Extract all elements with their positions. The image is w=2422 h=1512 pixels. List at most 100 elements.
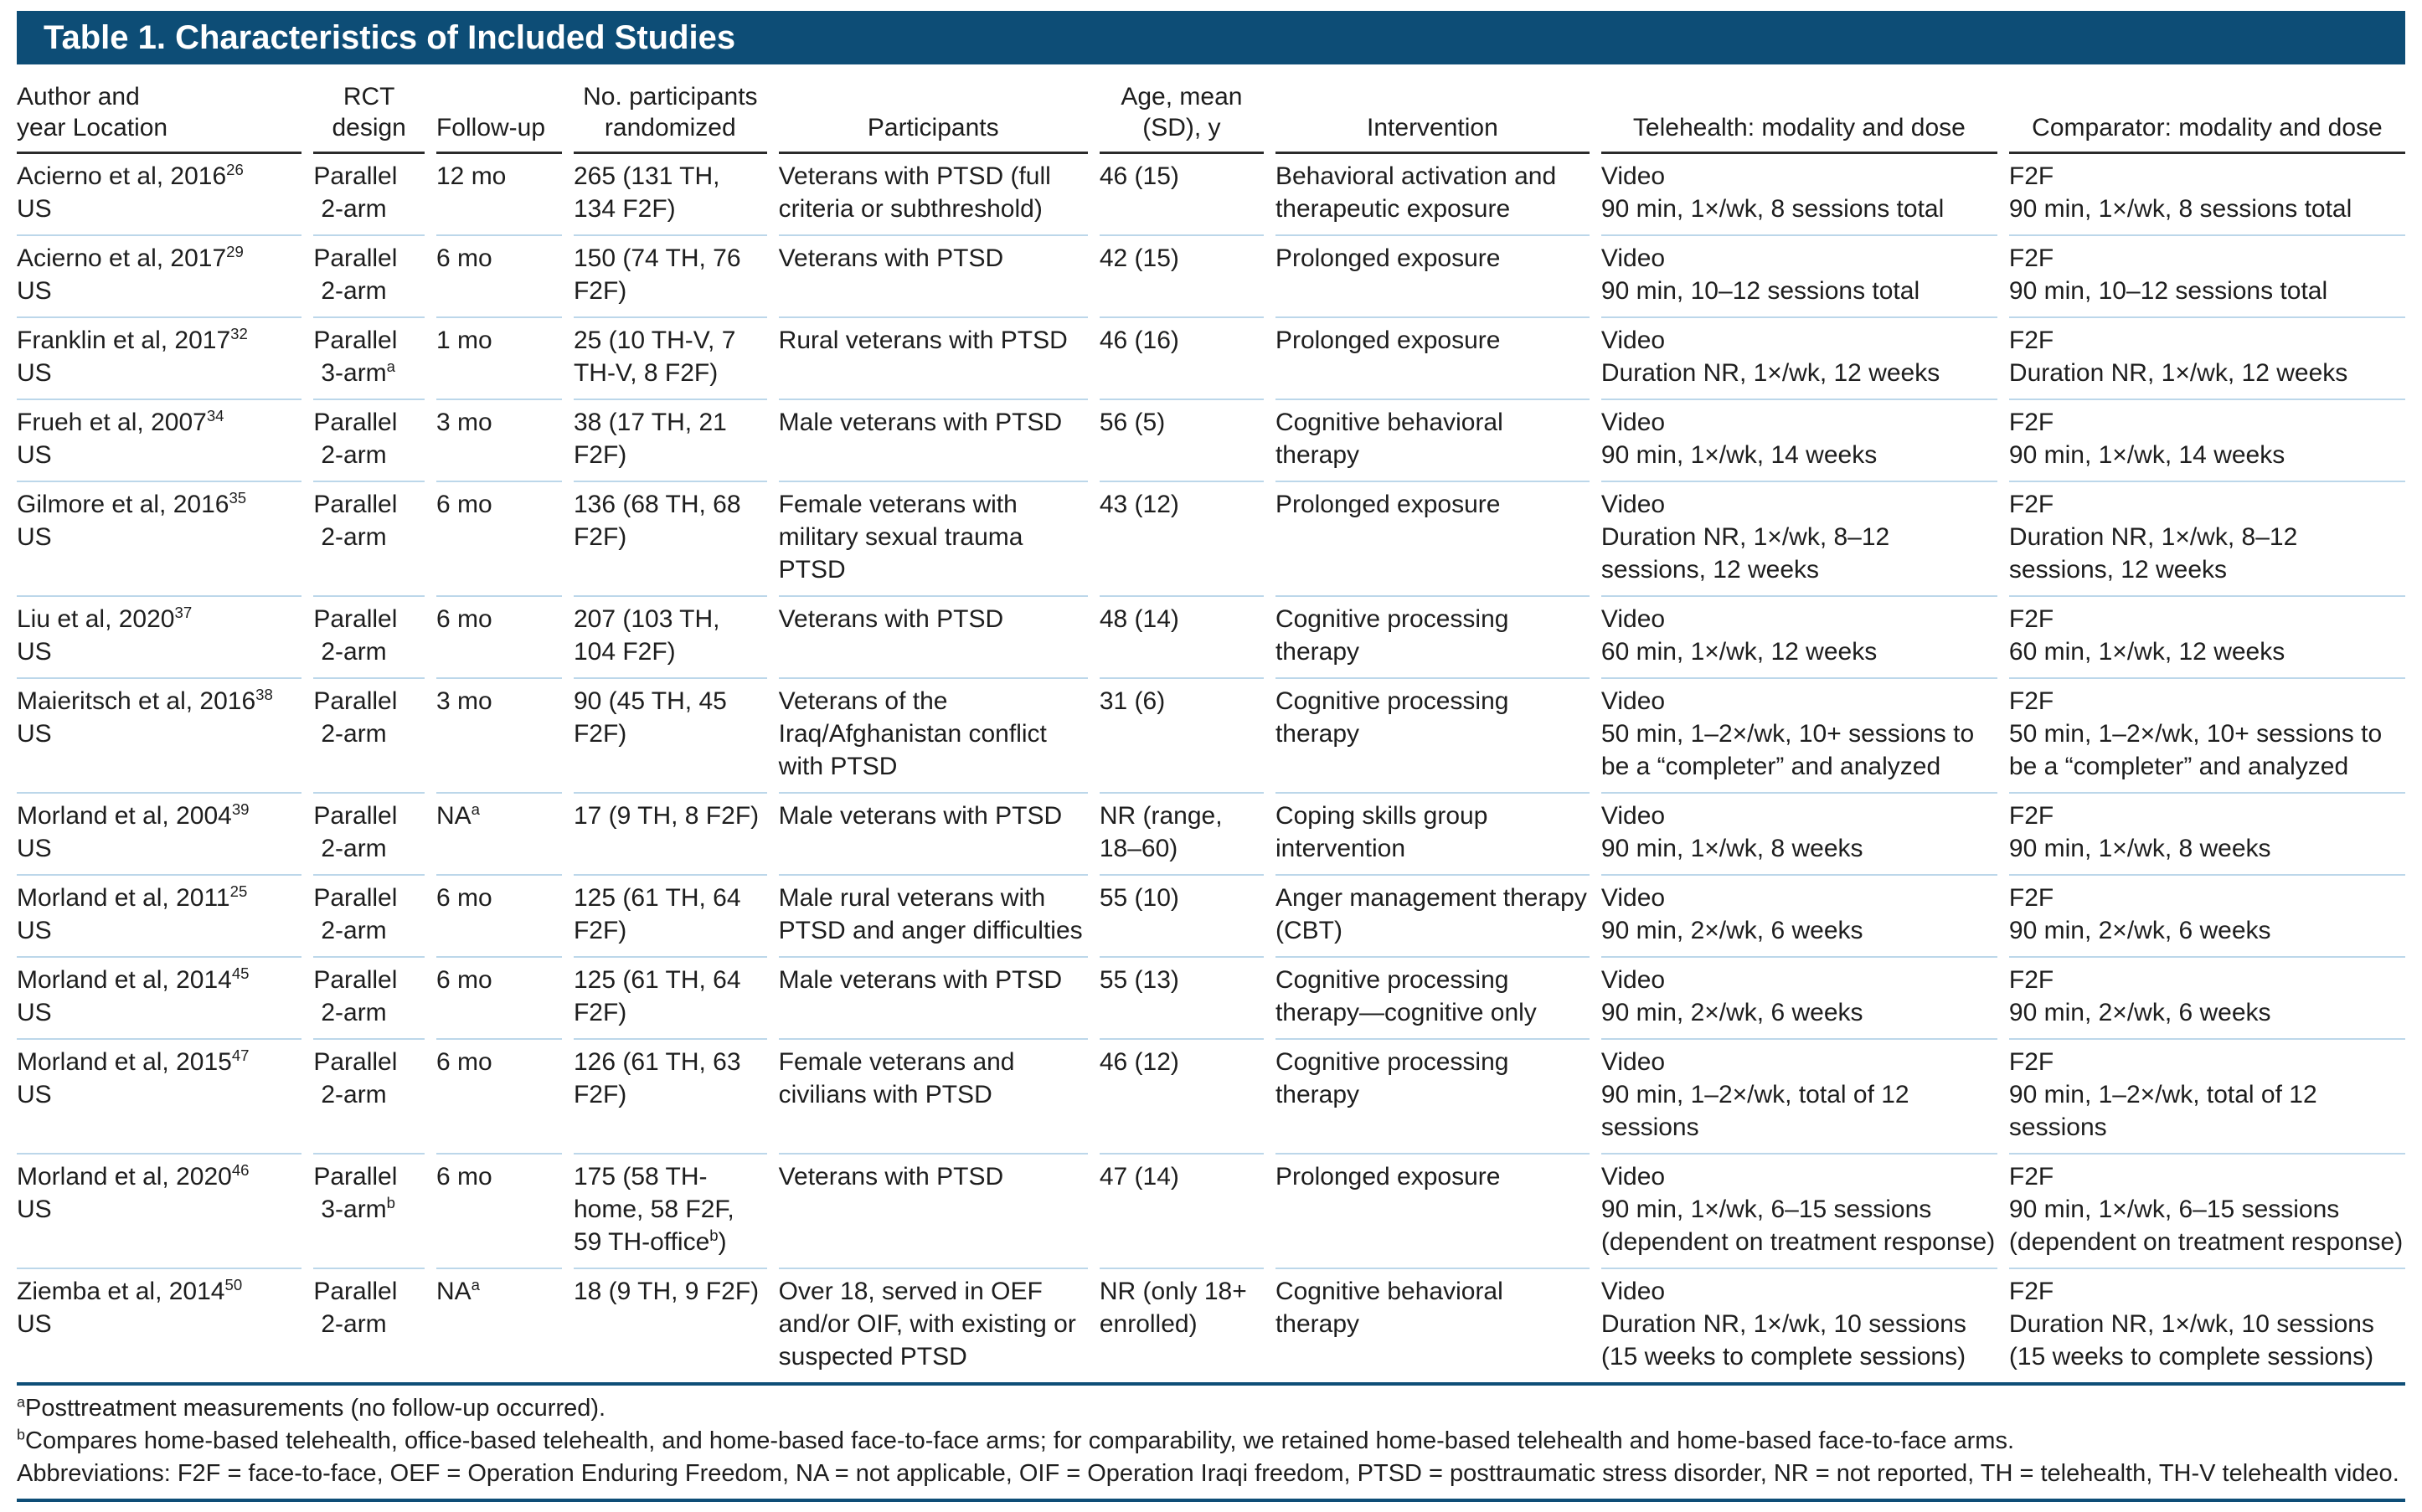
table-title: Table 1. Characteristics of Included Stu… — [44, 19, 736, 56]
reference-superscript: 32 — [230, 325, 248, 342]
cell-comparator: F2F 90 min, 1×/wk, 6–15 sessions (depende… — [2008, 1153, 2405, 1268]
reference-superscript: 35 — [229, 489, 247, 507]
reference-superscript: 50 — [224, 1276, 243, 1293]
footnote-text: Posttreatment measurements (no follow-up… — [25, 1395, 606, 1422]
cell-intervention: Cognitive behavioral therapy — [1275, 1268, 1590, 1382]
cell-author-location: Acierno et al, 201626 US — [17, 154, 301, 234]
telehealth-modality: Video — [1600, 491, 1666, 518]
comparator-modality: F2F — [2008, 1163, 2054, 1191]
cell-comparator: F2F 90 min, 2×/wk, 6 weeks — [2008, 956, 2405, 1038]
comparator-dose: 90 min, 10–12 sessions total — [2008, 277, 2328, 305]
cell-comparator: F2F 90 min, 1–2×/wk, total of 12 sessions — [2008, 1038, 2405, 1153]
table-row: Frueh et al, 200734 US Parallel 2-arm 3 mo… — [17, 399, 2405, 481]
cell-intervention: Cognitive processing therapy—cognitive o… — [1275, 956, 1590, 1038]
cell-comparator: F2F 90 min, 10–12 sessions total — [2008, 234, 2405, 316]
comparator-modality: F2F — [2008, 802, 2054, 830]
table-row: Morland et al, 202046 US Parallel 3-armb 6… — [17, 1153, 2405, 1268]
study-location: US — [17, 835, 52, 862]
telehealth-modality: Video — [1600, 244, 1666, 272]
cell-rct-design: Parallel 2-arm — [313, 1038, 425, 1153]
cell-rct-design: Parallel 3-armb — [313, 1153, 425, 1268]
col-header-age: Age, mean (SD), y — [1099, 78, 1264, 154]
cell-telehealth: Video 90 min, 1×/wk, 6–15 sessions (depen… — [1600, 1153, 1997, 1268]
study-location: US — [17, 523, 52, 551]
cell-intervention: Coping skills group intervention — [1275, 792, 1590, 874]
cell-comparator: F2F 90 min, 2×/wk, 6 weeks — [2008, 874, 2405, 956]
cell-telehealth: Video 90 min, 10–12 sessions total — [1600, 234, 1997, 316]
cell-telehealth: Video Duration NR, 1×/wk, 12 weeks — [1600, 316, 1997, 399]
telehealth-dose: 90 min, 1×/wk, 8 weeks — [1600, 835, 1863, 862]
cell-comparator: F2F Duration NR, 1×/wk, 12 weeks — [2008, 316, 2405, 399]
telehealth-dose: 90 min, 1–2×/wk, total of 12 sessions — [1600, 1081, 1909, 1141]
cell-age: 31 (6) — [1099, 677, 1264, 792]
comparator-modality: F2F — [2008, 244, 2054, 272]
col-header-participants-randomized: No. participants randomized — [573, 78, 767, 154]
cell-rct-design: Parallel 2-arm — [313, 595, 425, 677]
study-author: Ziemba et al, 2014 — [17, 1278, 225, 1305]
cell-age: NR (range, 18–60) — [1099, 792, 1264, 874]
study-location: US — [17, 638, 52, 666]
reference-superscript: 29 — [226, 243, 244, 260]
cell-follow-up: 6 mo — [435, 1038, 562, 1153]
comparator-dose: 90 min, 1×/wk, 6–15 sessions (dependent … — [2008, 1196, 2404, 1256]
comparator-dose: 90 min, 1–2×/wk, total of 12 sessions — [2008, 1081, 2317, 1141]
col-header-author-year-location: Author and year Location — [17, 78, 302, 154]
study-location: US — [17, 720, 52, 748]
cell-participants: Female veterans and civilians with PTSD — [778, 1038, 1088, 1153]
cell-rct-design: Parallel 2-arm — [313, 162, 398, 223]
cell-age: 47 (14) — [1099, 1153, 1264, 1268]
footnote-marker: a — [471, 1276, 481, 1293]
cell-intervention: Cognitive processing therapy — [1275, 1038, 1590, 1153]
cell-participants: Male veterans with PTSD — [778, 956, 1088, 1038]
cell-age: 43 (12) — [1099, 481, 1264, 595]
cell-participants: Rural veterans with PTSD — [778, 316, 1088, 399]
study-author: Acierno et al, 2016 — [17, 162, 227, 190]
cell-age: NR (only 18+ enrolled) — [1099, 1268, 1264, 1382]
cell-age: 42 (15) — [1099, 234, 1264, 316]
cell-telehealth: Video 50 min, 1–2×/wk, 10+ sessions to be… — [1600, 677, 1997, 792]
table-body: Acierno et al, 201626 US Parallel 2-arm 12… — [17, 154, 2405, 1382]
cell-follow-up: 6 mo — [435, 874, 562, 956]
cell-follow-up: NAa — [435, 1268, 562, 1382]
cell-follow-up: 6 mo — [435, 595, 562, 677]
comparator-dose: 90 min, 1×/wk, 14 weeks — [2008, 441, 2285, 469]
table-row: Morland et al, 200439 US Parallel 2-arm NA… — [17, 792, 2405, 874]
footnote-marker: a — [17, 1393, 25, 1411]
comparator-dose: Duration NR, 1×/wk, 10 sessions (15 week… — [2008, 1310, 2374, 1371]
table-row: Gilmore et al, 201635 US Parallel 2-arm 6 … — [17, 481, 2405, 595]
cell-participants-randomized: 18 (9 TH, 9 F2F) — [573, 1268, 767, 1382]
cell-participants-randomized: 150 (74 TH, 76 F2F) — [573, 234, 767, 316]
cell-telehealth: Video Duration NR, 1×/wk, 8–12 sessions, … — [1600, 481, 1997, 595]
footnote-marker: a — [471, 800, 481, 818]
study-author: Frueh et al, 2007 — [17, 409, 207, 436]
cell-author-location: Liu et al, 202037 US — [17, 595, 302, 677]
telehealth-modality: Video — [1600, 884, 1666, 912]
telehealth-modality: Video — [1600, 162, 1666, 190]
telehealth-modality: Video — [1600, 1278, 1666, 1305]
comparator-dose: 90 min, 2×/wk, 6 weeks — [2008, 999, 2271, 1026]
cell-participants-randomized: 207 (103 TH, 104 F2F) — [573, 595, 767, 677]
table-row: Maieritsch et al, 201638 US Parallel 2-arm… — [17, 677, 2405, 792]
comparator-modality: F2F — [2008, 966, 2054, 994]
footnote-marker: b — [17, 1426, 25, 1443]
cell-author-location: Frueh et al, 200734 US — [17, 399, 302, 481]
cell-telehealth: Video 90 min, 2×/wk, 6 weeks — [1600, 956, 1997, 1038]
footnote-text: Abbreviations: F2F = face-to-face, OEF =… — [17, 1460, 2399, 1487]
comparator-modality: F2F — [2008, 884, 2054, 912]
comparator-modality: F2F — [2008, 687, 2054, 715]
reference-superscript: 37 — [174, 604, 193, 621]
comparator-modality: F2F — [2008, 605, 2054, 633]
cell-follow-up: 6 mo — [435, 481, 562, 595]
cell-intervention: Cognitive behavioral therapy — [1275, 399, 1590, 481]
cell-participants-randomized: 126 (61 TH, 63 F2F) — [573, 1038, 767, 1153]
table-row: Acierno et al, 201626 US Parallel 2-arm 12… — [17, 154, 2405, 234]
telehealth-modality: Video — [1600, 1163, 1666, 1191]
cell-intervention: Anger management therapy (CBT) — [1275, 874, 1590, 956]
cell-author-location: Acierno et al, 201729 US — [17, 234, 302, 316]
cell-participants: Male rural veterans with PTSD and anger … — [778, 874, 1088, 956]
cell-author-location: Morland et al, 201125 US — [17, 874, 302, 956]
comparator-modality: F2F — [2008, 1048, 2054, 1076]
reference-superscript: 45 — [231, 964, 250, 982]
table-title-bar: Table 1. Characteristics of Included Stu… — [17, 11, 2405, 64]
